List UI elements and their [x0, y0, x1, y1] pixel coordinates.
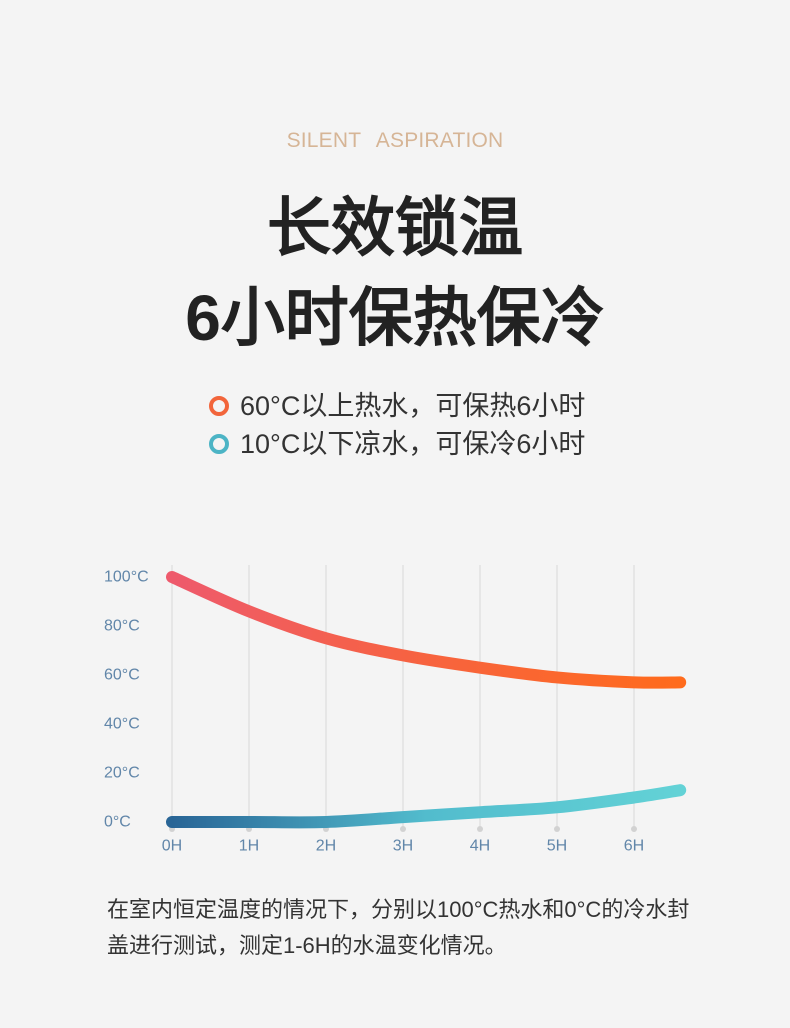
legend-label-hot-water: 60°C以上热水，可保热6小时 [240, 391, 586, 421]
x-tick-label: 3H [393, 838, 413, 855]
x-tick-dot [477, 826, 483, 832]
hot-water-curve [166, 571, 687, 689]
x-tick-label: 4H [470, 838, 490, 855]
x-tick-dot [631, 826, 637, 832]
x-tick-label: 0H [162, 838, 182, 855]
test-description-line-1: 在室内恒定温度的情况下，分别以100°C热水和0°C的冷水封 [107, 897, 690, 922]
temperature-line-chart: 0H 1H 2H 3H 4H 5H 6H 100°C 80°C 60°C 40°C 20°C 0°C [104, 565, 687, 855]
y-tick-label: 0°C [104, 814, 131, 831]
x-tick-dot [554, 826, 560, 832]
orange-ring-icon [209, 396, 229, 416]
legend-item-cold-water: 10°C以下凉水，可保冷6小时 [209, 425, 585, 463]
test-description: 在室内恒定温度的情况下，分别以100°C热水和0°C的冷水封 盖进行测试，测定1… [107, 892, 747, 964]
brand-tagline: SILENT ASPIRATION [286, 129, 504, 152]
legend-label-cold-water: 10°C以下凉水，可保冷6小时 [240, 429, 586, 459]
y-tick-label: 40°C [104, 716, 140, 733]
cold-water-curve [166, 784, 687, 829]
y-tick-label: 100°C [104, 569, 149, 586]
x-tick-label: 5H [547, 838, 567, 855]
x-tick-label: 1H [239, 838, 259, 855]
test-description-line-2: 盖进行测试，测定1-6H的水温变化情况。 [107, 933, 507, 958]
headline-line-1: 长效锁温 [267, 192, 523, 264]
y-tick-label: 80°C [104, 618, 140, 635]
y-tick-label: 20°C [104, 765, 140, 782]
x-tick-label: 6H [624, 838, 644, 855]
x-tick-dot [400, 826, 406, 832]
chart-legend: 60°C以上热水，可保热6小时 10°C以下凉水，可保冷6小时 [209, 387, 585, 463]
legend-item-hot-water: 60°C以上热水，可保热6小时 [209, 387, 585, 425]
teal-ring-icon [209, 434, 229, 454]
y-tick-label: 60°C [104, 667, 140, 684]
headline-line-2: 6小时保热保冷 [185, 282, 605, 354]
x-tick-label: 2H [316, 838, 336, 855]
